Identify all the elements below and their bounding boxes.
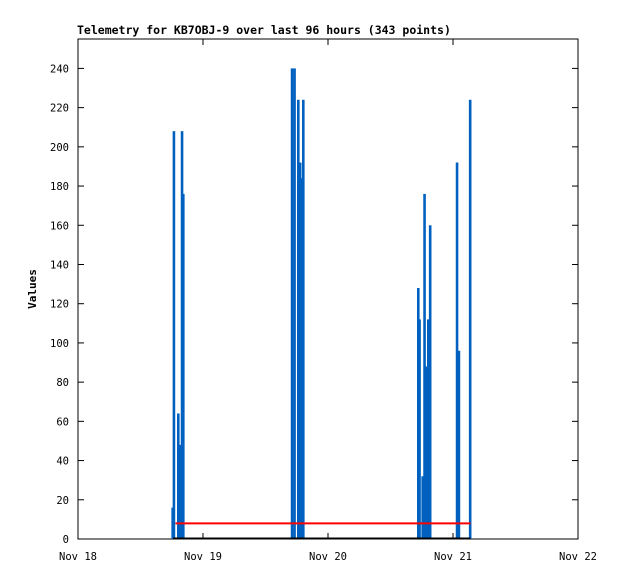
x-axis: Nov 18 Nov 19 Nov 20 Nov 21 Nov 22 (59, 39, 597, 563)
data-bar (468, 99, 472, 540)
y-axis-label: Values (26, 269, 39, 309)
x-tick-label: Nov 20 (309, 551, 347, 563)
y-tick-label: 40 (56, 456, 69, 468)
data-bar (428, 225, 432, 539)
data-bar (172, 131, 176, 539)
y-tick-label: 120 (50, 299, 69, 311)
data-bar (455, 162, 459, 539)
y-tick-label: 20 (56, 495, 69, 507)
data-bar (418, 319, 421, 539)
data-bar (424, 366, 428, 539)
data-bar (182, 193, 185, 539)
data-bar (302, 99, 305, 540)
data-bar (421, 476, 424, 539)
data-bar (290, 68, 294, 539)
y-tick-label: 140 (50, 259, 69, 271)
y-axis: 0 20 40 60 80 100 120 140 160 180 200 220 240 (50, 63, 578, 546)
series-0 (171, 68, 472, 540)
x-tick-label: Nov 19 (184, 551, 222, 563)
data-bar (297, 99, 300, 540)
y-tick-label: 180 (50, 181, 69, 193)
y-tick-label: 0 (63, 534, 69, 546)
data-bar (293, 68, 296, 539)
x-tick-label: Nov 18 (59, 551, 97, 563)
chart-title: Telemetry for KB7OBJ-9 over last 96 hour… (77, 23, 451, 37)
data-bar (178, 444, 182, 539)
y-tick-label: 200 (50, 142, 69, 154)
x-tick-label: Nov 21 (434, 551, 472, 563)
data-bar (457, 350, 461, 539)
y-tick-label: 160 (50, 220, 69, 232)
y-tick-label: 80 (56, 377, 69, 389)
x-tick-label: Nov 22 (559, 551, 597, 563)
plot-area-frame (77, 38, 579, 540)
y-tick-label: 240 (50, 63, 69, 75)
y-tick-label: 220 (50, 103, 69, 115)
y-tick-label: 60 (56, 416, 69, 428)
y-tick-label: 100 (50, 338, 69, 350)
series-layer (171, 68, 472, 540)
data-bar (177, 413, 180, 539)
data-bar (427, 319, 430, 539)
